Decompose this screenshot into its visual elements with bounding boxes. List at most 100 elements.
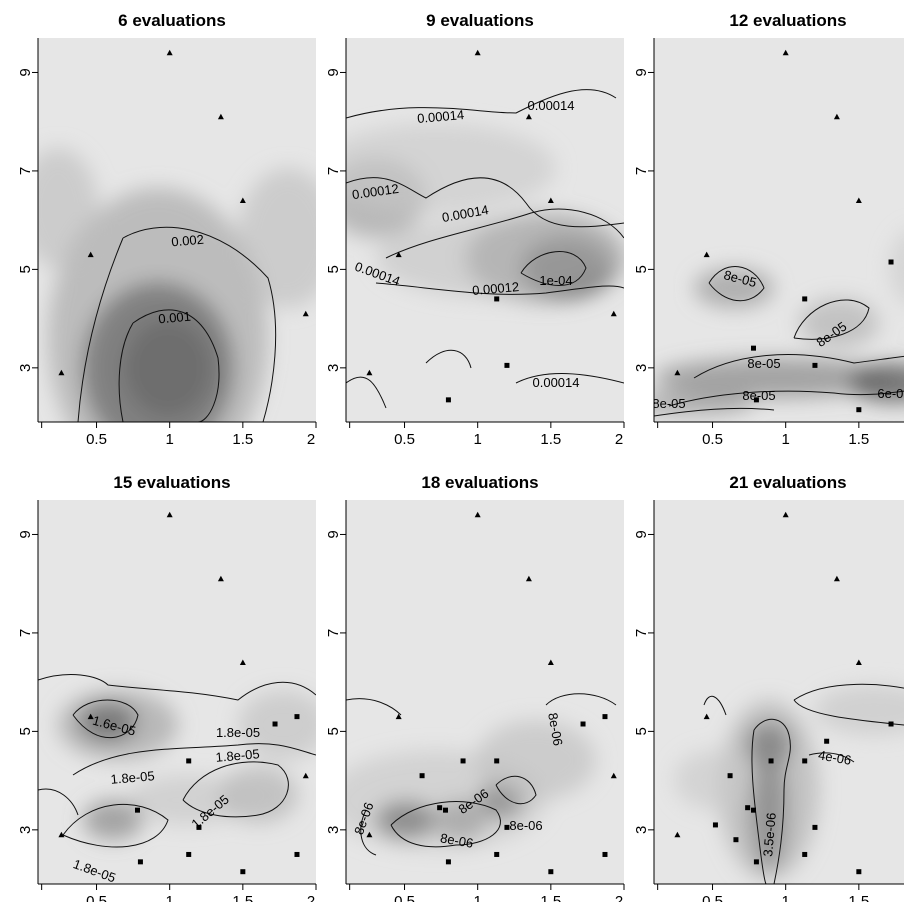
panel-title: 21 evaluations [729, 473, 846, 492]
heatmap-intensity [38, 148, 316, 422]
contour-line [346, 698, 402, 716]
heatmap-cell [799, 298, 879, 348]
y-tick-label: 9 [17, 68, 34, 76]
evaluation-point-triangle [855, 659, 862, 665]
contour-line [425, 349, 472, 369]
panel-1: 0.002 0.001 0.5 1 1.5 2 3 5 7 9 6 evaluations [17, 11, 317, 448]
evaluation-point-triangle [674, 369, 681, 376]
evaluation-point-triangle [366, 369, 373, 376]
evaluation-point-triangle [855, 197, 862, 203]
contour-line [793, 299, 870, 340]
evaluation-point-square [812, 362, 818, 368]
contour-label: 1.8e-05 [110, 768, 155, 787]
evaluation-point-square [504, 362, 510, 368]
evaluation-point-square [442, 807, 448, 813]
x-tick-label: 2 [615, 893, 623, 902]
x-tick-label: 0.5 [86, 893, 107, 902]
contour-line [753, 718, 791, 884]
contour-line [38, 674, 316, 701]
x-tick-label: 1 [474, 431, 482, 448]
y-tick-label: 7 [17, 629, 34, 637]
heatmap-intensity [346, 720, 596, 850]
evaluation-point-square [802, 296, 808, 302]
contour-label: 1.8e-05 [216, 725, 260, 740]
contour-label: 6e-05 [877, 386, 904, 401]
evaluation-point-triangle [58, 369, 65, 376]
x-tick-label: 1.5 [848, 893, 869, 902]
contour-label: 0.00014 [533, 375, 580, 390]
heatmap-intensity [654, 233, 904, 415]
contour-line [346, 376, 387, 409]
plot-area: 0.002 0.001 [38, 38, 316, 422]
evaluation-point-square [437, 805, 443, 811]
panel-title: 9 evaluations [426, 11, 534, 30]
contour-label: 8e-05 [742, 388, 775, 403]
evaluation-point-square [733, 837, 739, 843]
panel-title: 18 evaluations [421, 473, 538, 492]
heatmap-cell [694, 268, 774, 308]
evaluation-point-triangle [674, 831, 681, 838]
x-tick-label: 1 [474, 893, 482, 902]
evaluation-point-square [602, 851, 608, 857]
contour-line [132, 309, 220, 422]
x-tick-label: 1 [166, 893, 174, 902]
y-tick-label: 7 [633, 629, 650, 637]
evaluation-point-triangle [302, 310, 309, 317]
x-tick-label: 1 [166, 431, 174, 448]
panel-6: 4e-063.5e-060.511.52357921 evaluations [633, 473, 904, 902]
evaluation-point-triangle [366, 831, 373, 838]
contour-line [72, 699, 139, 739]
evaluation-point-triangle [302, 772, 309, 779]
evaluation-point-square [753, 397, 759, 403]
heatmap-background [654, 38, 904, 422]
contour-label: 0.00014 [528, 98, 575, 113]
contour-line [708, 266, 765, 302]
contour-line [38, 788, 79, 816]
y-tick-label: 3 [633, 826, 650, 834]
heatmap-intensity [58, 690, 316, 840]
x-tick-label: 0.5 [394, 893, 415, 902]
contour-line [360, 809, 377, 856]
y-tick-label: 7 [325, 629, 342, 637]
contour-label: 8e-06 [439, 830, 474, 851]
contour-line [693, 354, 904, 379]
evaluation-point-triangle [547, 659, 554, 665]
y-tick-label: 7 [633, 167, 650, 175]
heatmap-cell [38, 148, 98, 268]
contour-line [668, 390, 904, 407]
y-tick-label: 9 [633, 530, 650, 538]
evaluation-point-square [445, 397, 451, 403]
evaluation-point-square [294, 714, 300, 720]
plot-area: 4e-06 3.5e-06 [654, 500, 904, 884]
y-tick-label: 9 [325, 68, 342, 76]
y-tick-label: 3 [325, 364, 342, 372]
contour-label: 0.00014 [417, 107, 465, 126]
heatmap-intensity [346, 123, 624, 303]
y-tick-label: 7 [17, 167, 34, 175]
evaluation-point-square [888, 721, 894, 727]
evaluation-point-triangle [610, 310, 617, 317]
contour-line [703, 695, 727, 716]
heatmap-cell [889, 233, 904, 303]
evaluation-point-square [580, 721, 586, 727]
plot-area: 1.6e-05 1.8e-051.8e-051.8e-051.8e-051.8e-… [38, 500, 316, 884]
evaluation-point-triangle [395, 713, 402, 720]
contour-line [346, 89, 617, 119]
x-tick-label: 0.5 [702, 893, 723, 902]
contour-line [375, 282, 624, 295]
evaluation-point-square [753, 859, 759, 865]
y-tick-label: 3 [633, 364, 650, 372]
contour-line [77, 237, 124, 422]
heatmap-cell [674, 750, 754, 810]
evaluation-point-triangle [782, 49, 789, 56]
evaluation-point-triangle [87, 251, 94, 258]
heatmap-cell [376, 218, 616, 298]
evaluation-point-square [750, 807, 756, 813]
contour-line [515, 373, 624, 384]
evaluation-point-triangle [782, 511, 789, 518]
heatmap-cell [238, 168, 316, 308]
heatmap-cell [346, 750, 546, 850]
contour-line [72, 743, 316, 776]
